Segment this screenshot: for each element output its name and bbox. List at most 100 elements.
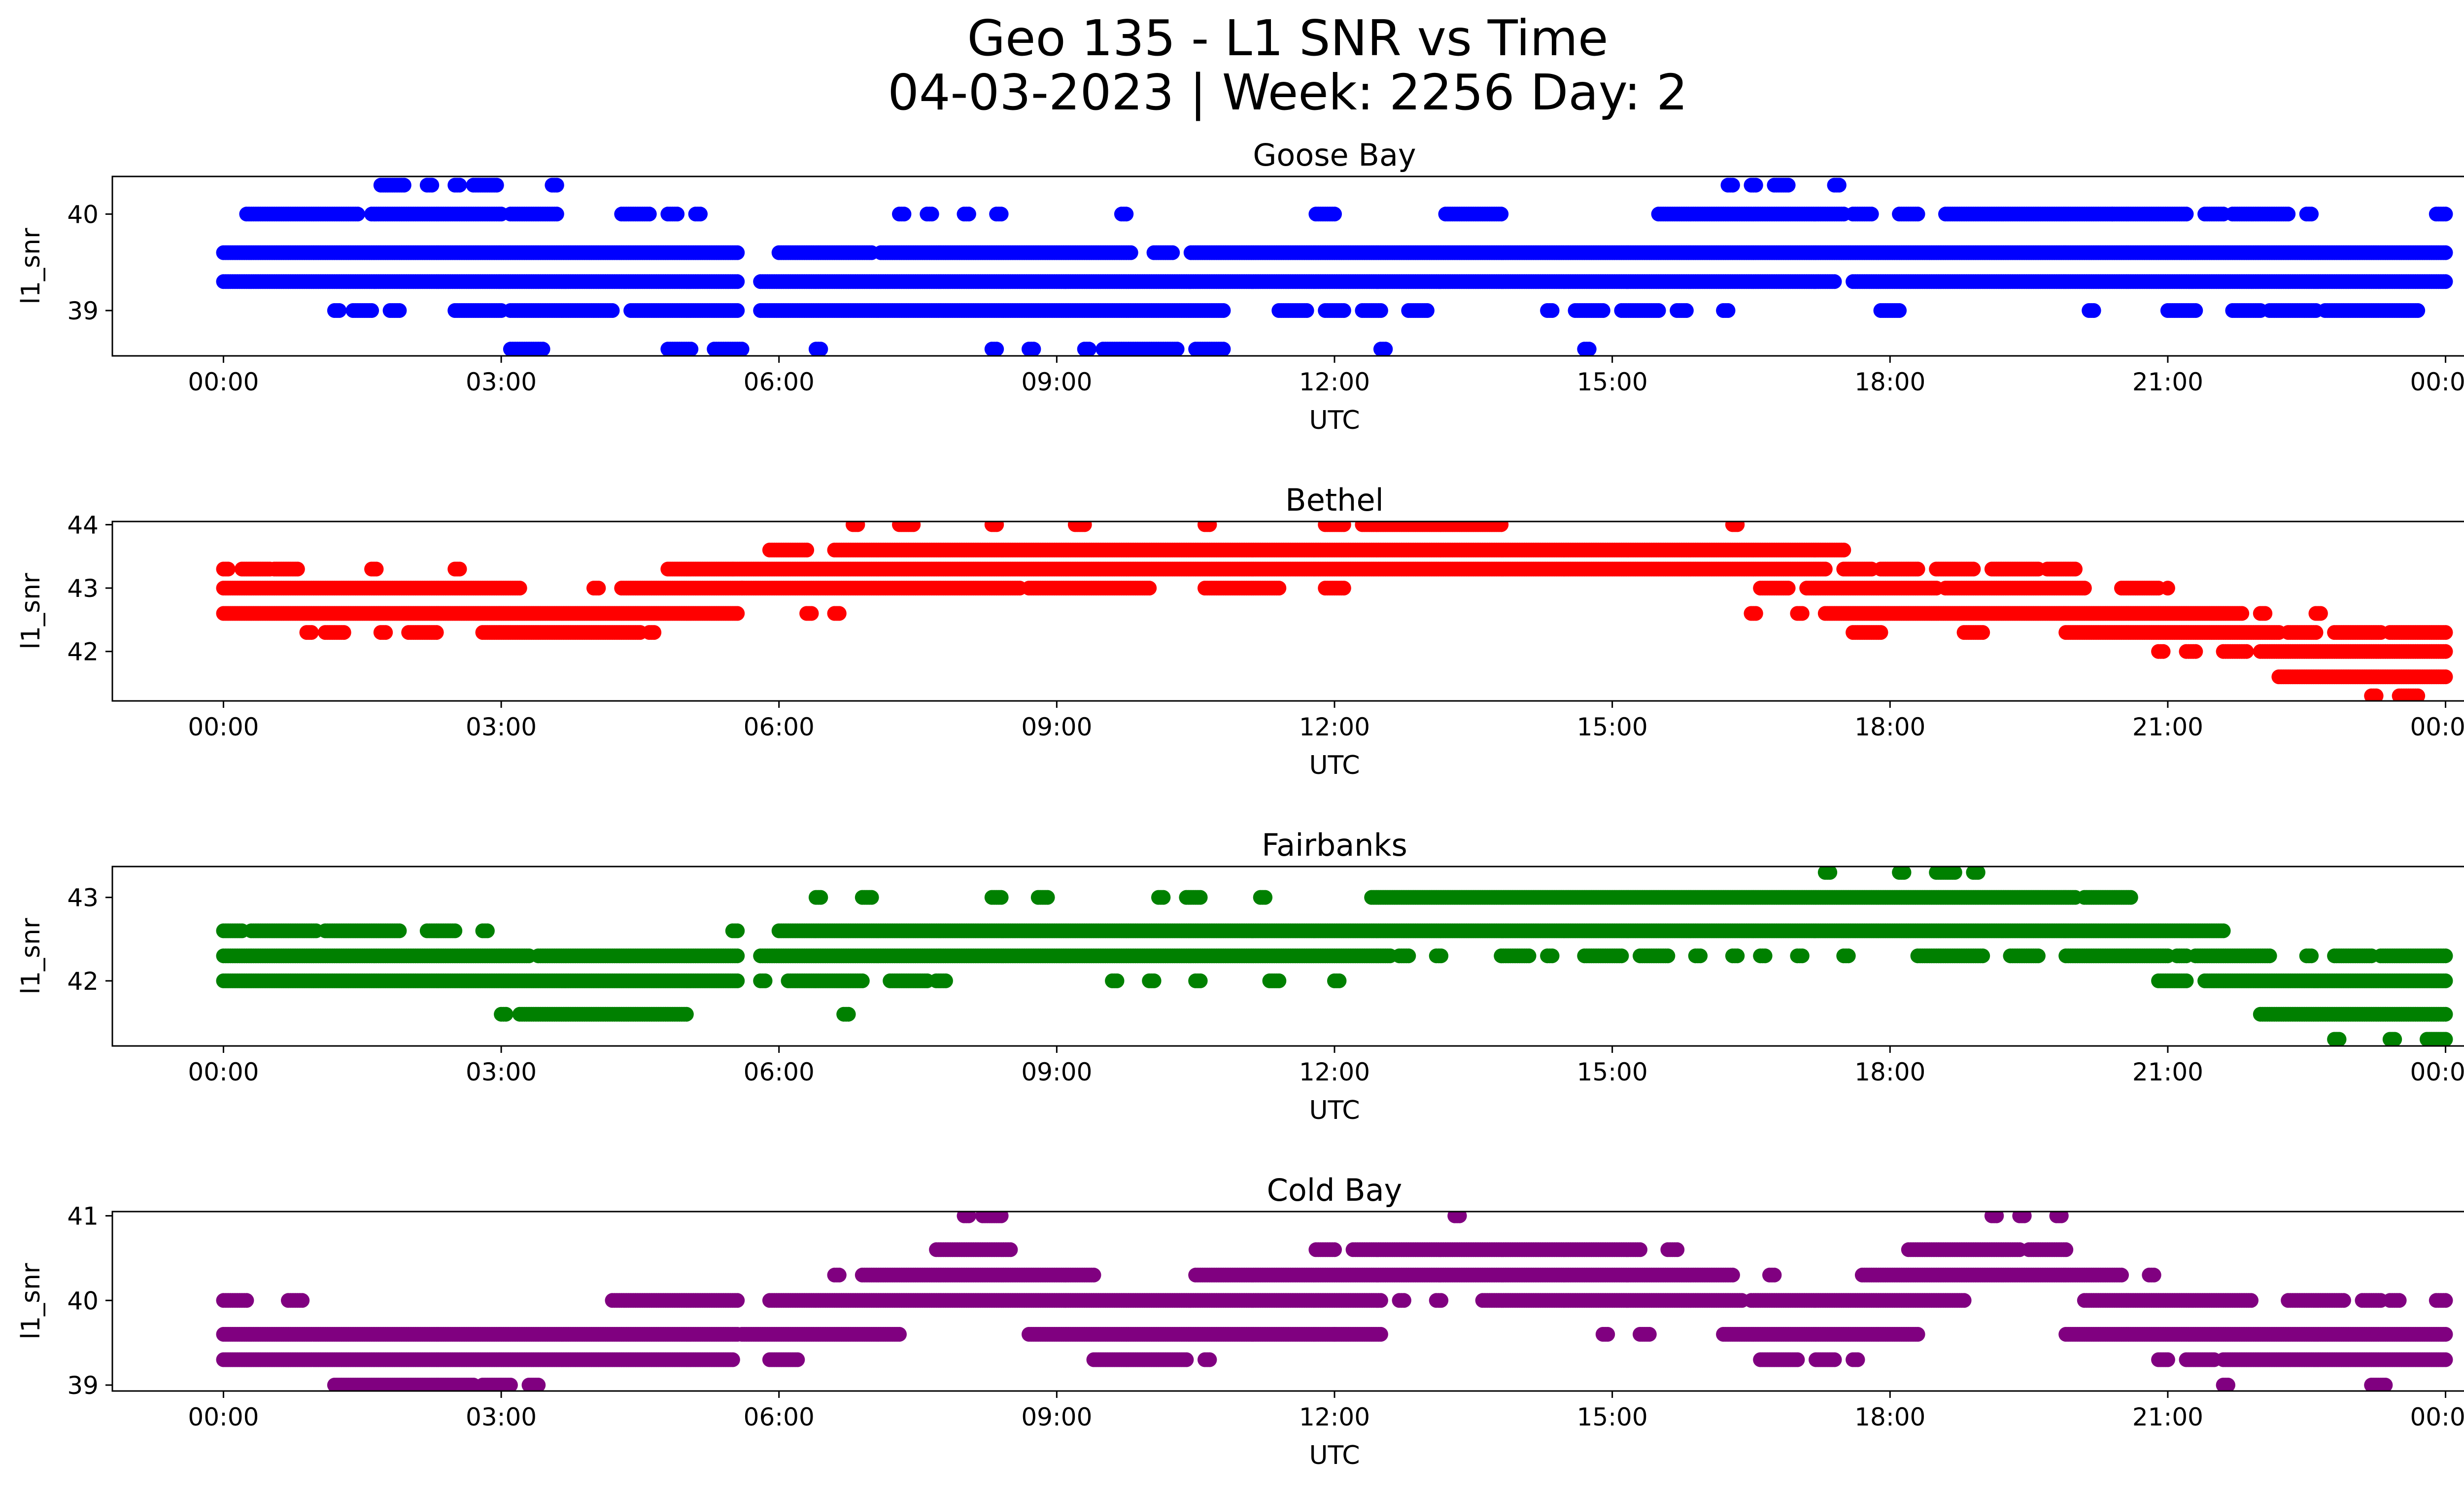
data-point	[1336, 581, 1351, 596]
data-point	[1373, 303, 1388, 318]
data-point	[1864, 207, 1879, 222]
data-point	[989, 342, 1004, 356]
data-point	[1299, 303, 1314, 318]
subplot-goose-bay: Goose Bay 00:00 03:00 06:00 09:00 12:00 15:00 1…	[16, 137, 2464, 435]
data-point	[1720, 303, 1736, 318]
data-point	[730, 274, 745, 289]
x-axis-label: UTC	[1309, 406, 1360, 435]
data-point	[1581, 342, 1597, 356]
data-point	[1910, 561, 1925, 577]
data-point	[1165, 245, 1180, 260]
data-point	[512, 581, 527, 596]
data-point	[2304, 207, 2319, 222]
data-point	[924, 207, 939, 222]
data-point	[1817, 561, 1833, 577]
data-point	[1169, 342, 1185, 356]
data-point	[1975, 625, 1990, 640]
data-point	[378, 625, 393, 640]
data-point	[1378, 342, 1393, 356]
data-point	[2438, 625, 2453, 640]
x-tick-label: 00:00	[2410, 368, 2464, 396]
x-tick-label: 03:00	[466, 368, 537, 396]
data-point	[1892, 303, 1907, 318]
data-point	[452, 561, 467, 577]
data-point	[1831, 177, 1847, 193]
data-point	[2156, 644, 2171, 659]
data-point	[1119, 207, 1134, 222]
x-tick-label: 12:00	[1299, 368, 1370, 396]
data-point	[730, 303, 745, 318]
data-point	[896, 207, 912, 222]
data-point	[1725, 177, 1740, 193]
data-point	[2077, 581, 2092, 596]
data-point	[2308, 625, 2324, 640]
subplot-title: Goose Bay	[1253, 137, 1416, 173]
data-point	[549, 207, 564, 222]
y-tick-label: 39	[67, 297, 99, 325]
x-tick-label: 06:00	[744, 368, 815, 396]
data-point	[2188, 644, 2203, 659]
data-point	[549, 177, 564, 193]
data-point	[693, 207, 708, 222]
bethel-points	[216, 522, 2453, 701]
data-point	[2438, 644, 2453, 659]
x-tick-label: 00:00	[188, 368, 259, 396]
data-point	[642, 207, 657, 222]
data-point	[730, 606, 745, 621]
data-point	[1142, 581, 1157, 596]
data-point	[1651, 303, 1666, 318]
y-axis-label: l1_snr	[16, 228, 46, 305]
data-point	[1780, 581, 1796, 596]
x-tick-label: 09:00	[1021, 368, 1092, 396]
data-point	[1026, 342, 1041, 356]
goose-bay-points	[216, 177, 2453, 356]
data-point	[1123, 245, 1138, 260]
data-point	[336, 625, 351, 640]
x-tick-label: 21:00	[2132, 368, 2203, 396]
data-point	[1748, 606, 1763, 621]
data-point	[350, 207, 365, 222]
subplot-title: Bethel	[1285, 482, 1384, 518]
data-point	[1544, 303, 1560, 318]
data-point	[670, 207, 685, 222]
data-point	[1494, 207, 1509, 222]
data-point	[364, 303, 379, 318]
x-tick-label: 18:00	[1854, 368, 1925, 396]
data-point	[1748, 177, 1763, 193]
data-point	[220, 561, 236, 577]
data-point	[993, 207, 1009, 222]
data-point	[734, 342, 750, 356]
data-point	[684, 342, 699, 356]
data-point	[2313, 606, 2328, 621]
data-point	[1966, 561, 1981, 577]
data-point	[1873, 625, 1888, 640]
data-point	[1216, 303, 1231, 318]
data-point	[429, 625, 444, 640]
data-point	[591, 581, 606, 596]
data-point	[831, 606, 847, 621]
goose-bay-axes-frame	[111, 175, 2464, 357]
data-point	[1271, 581, 1287, 596]
data-point	[452, 177, 467, 193]
data-point	[1419, 303, 1435, 318]
data-point	[1082, 342, 1097, 356]
data-point	[2160, 581, 2175, 596]
data-point	[1216, 342, 1231, 356]
data-point	[647, 625, 662, 640]
data-point	[535, 342, 550, 356]
data-point	[605, 303, 620, 318]
data-point	[2239, 644, 2254, 659]
data-point	[2410, 303, 2426, 318]
figure-title-line1: Geo 135 - L1 SNR vs Time	[967, 9, 1608, 67]
data-point	[1327, 207, 1342, 222]
data-point	[813, 342, 828, 356]
data-point	[332, 303, 347, 318]
data-point	[2086, 303, 2101, 318]
data-point	[2281, 207, 2296, 222]
data-point	[304, 625, 319, 640]
x-tick-label: 15:00	[1577, 368, 1648, 396]
data-point	[392, 303, 407, 318]
y-tick-label: 40	[67, 200, 99, 229]
